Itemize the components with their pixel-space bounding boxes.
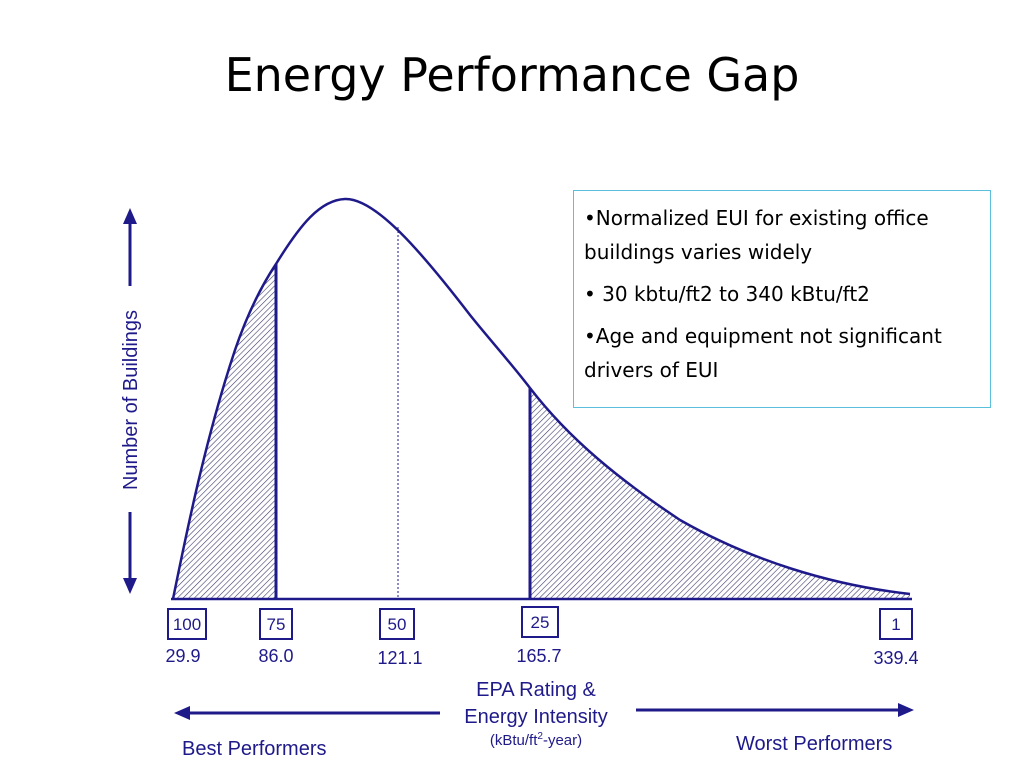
- best-direction-arrow: [174, 706, 440, 720]
- eui-label: 339.4: [873, 648, 918, 668]
- units-suffix: -year): [542, 732, 583, 749]
- bullet-eui-varies: •Normalized EUI for existing office buil…: [584, 206, 929, 264]
- worst-performers-label: Worst Performers: [736, 733, 893, 755]
- units-sup: 2: [537, 731, 543, 742]
- units-prefix: (kBtu/ft: [489, 732, 538, 749]
- rating-label: 100: [173, 615, 201, 634]
- rating-label: 1: [891, 615, 900, 634]
- distribution-curve: [171, 197, 911, 600]
- rating-marker-50: 50 121.1: [377, 608, 423, 668]
- worst-direction-arrow: [636, 703, 914, 717]
- rating-marker-25: 25 165.7: [516, 606, 562, 666]
- x-axis-title-line1: EPA Rating &: [476, 679, 596, 701]
- rating-label: 75: [267, 615, 286, 634]
- bullet-eui-range: • 30 kbtu/ft2 to 340 kBtu/ft2: [584, 282, 870, 306]
- eui-label: 86.0: [258, 646, 293, 666]
- x-axis-title: EPA Rating & Energy Intensity: [436, 677, 636, 731]
- x-axis-units: (kBtu/ft2-year): [436, 731, 636, 749]
- best-performers-label: Best Performers: [182, 738, 327, 760]
- y-axis-arrow: [123, 208, 137, 594]
- eui-label: 121.1: [377, 648, 422, 668]
- best-performers-shade: [173, 264, 276, 599]
- bullet-drivers: •Age and equipment not significant drive…: [584, 324, 942, 382]
- rating-marker-1: 1 339.4: [873, 608, 919, 668]
- rating-marker-75: 75 86.0: [258, 608, 294, 666]
- eui-label: 165.7: [516, 646, 561, 666]
- page-title: Energy Performance Gap: [224, 48, 800, 102]
- x-axis-title-line2: Energy Intensity: [464, 706, 608, 728]
- rating-label: 50: [388, 615, 407, 634]
- worst-performers-shade: [530, 388, 910, 599]
- y-axis-label: Number of Buildings: [120, 310, 142, 490]
- rating-label: 25: [531, 613, 550, 632]
- info-box: •Normalized EUI for existing office buil…: [573, 190, 991, 408]
- eui-label: 29.9: [165, 646, 200, 666]
- rating-marker-100: 100 29.9: [165, 608, 207, 666]
